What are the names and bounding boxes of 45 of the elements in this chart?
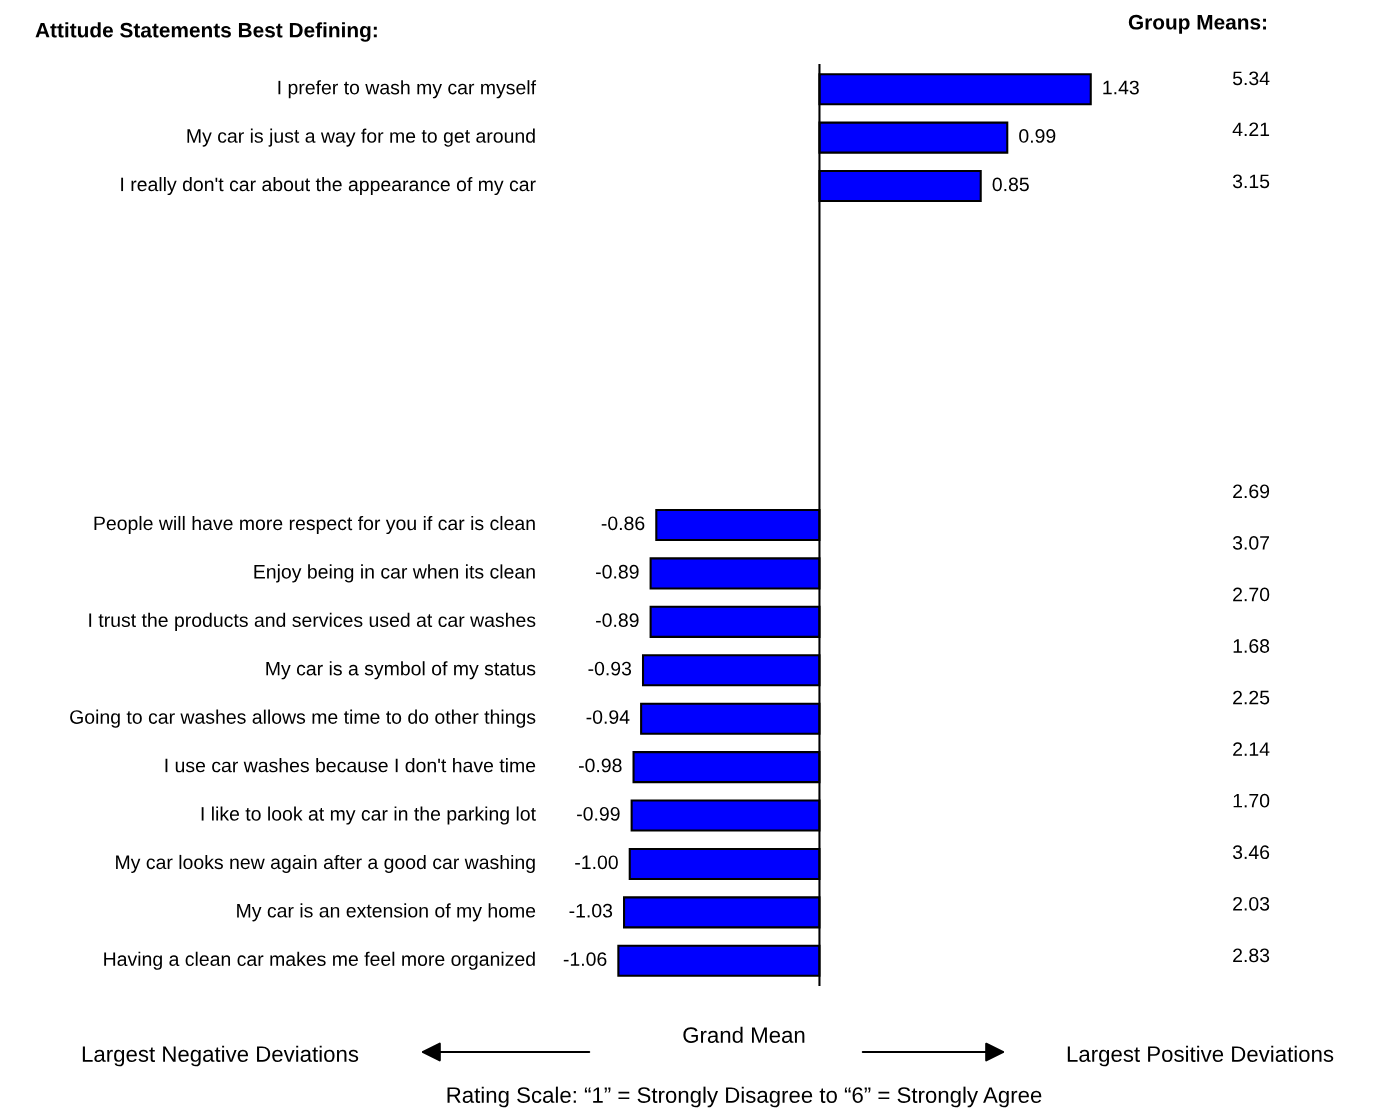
data-label: 0.85 xyxy=(992,177,1029,192)
text: 4.21 xyxy=(1232,122,1270,137)
data-label: 1.43 xyxy=(1103,80,1139,95)
data-label: -1.06 xyxy=(563,952,607,967)
y-tick-label: I really don't car about the appearance of my car xyxy=(121,176,536,196)
data-label: -1.00 xyxy=(575,855,618,870)
text: 3.07 xyxy=(1232,536,1270,550)
text: 2.14 xyxy=(1233,742,1270,756)
text: 3.15 xyxy=(1232,174,1270,189)
y-tick-label: I prefer to wash my car myself xyxy=(278,80,537,99)
text: Largest Negative Deviations xyxy=(82,1045,359,1067)
text: 2.70 xyxy=(1233,587,1270,602)
data-label: 0.99 xyxy=(1019,129,1056,143)
y-tick-label: Having a clean car makes me feel more organized xyxy=(104,951,535,970)
y-tick-label: Going to car washes allows me time to do other things xyxy=(70,709,536,728)
data-label: -0.93 xyxy=(588,661,632,676)
y-tick-label: My car looks new again after a good car washing xyxy=(116,854,535,874)
text: 2.83 xyxy=(1233,948,1270,963)
data-label: -0.89 xyxy=(596,564,639,579)
text: Grand Mean xyxy=(683,1026,805,1043)
data-label: -0.89 xyxy=(596,613,639,628)
text: Largest Positive Deviations xyxy=(1067,1045,1334,1067)
text: 3.46 xyxy=(1232,845,1270,860)
data-label: -0.98 xyxy=(578,758,622,773)
y-tick-label: Enjoy being in car when its clean xyxy=(254,564,535,583)
y-tick-label: My car is just a way for me to get around xyxy=(187,128,535,147)
text: 5.34 xyxy=(1232,71,1270,86)
text: Rating Scale: “1” = Strongly Disagree to “6” = Strongly Agree xyxy=(447,1086,1042,1108)
y-tick-label: I trust the products and services used at car washes xyxy=(89,612,536,631)
y-tick-label: People will have more respect for you if car is clean xyxy=(94,515,535,535)
text: 1.68 xyxy=(1233,639,1270,653)
y-tick-label: I use car washes because I don't have time xyxy=(165,758,536,773)
text: 2.25 xyxy=(1233,690,1270,705)
text: Attitude Statements Best Defining: xyxy=(35,22,377,42)
data-label: -0.99 xyxy=(577,806,620,821)
data-label: -0.86 xyxy=(601,516,645,531)
y-tick-label: I like to look at my car in the parking lot xyxy=(201,806,536,825)
data-label: -0.94 xyxy=(586,710,630,724)
text: Group Means: xyxy=(1128,14,1267,34)
text: 1.70 xyxy=(1233,793,1270,808)
text: 2.03 xyxy=(1233,896,1270,911)
y-tick-label: My car is an extension of my home xyxy=(237,903,536,922)
data-label: -1.03 xyxy=(569,903,613,918)
y-tick-label: My car is a symbol of my status xyxy=(266,661,536,680)
text: 2.69 xyxy=(1233,484,1270,499)
